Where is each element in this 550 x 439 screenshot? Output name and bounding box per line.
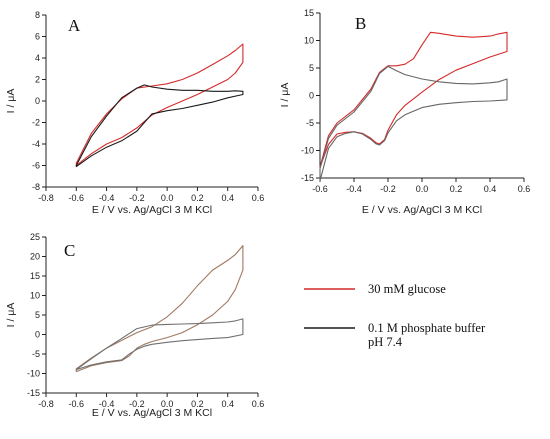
legend-label-buffer: 0.1 M phosphate buffer [368,321,486,335]
x-tick-label-c: -0.8 [38,399,54,409]
y-tick-label-b: -10 [301,146,314,156]
y-tick-label-a: 6 [35,32,40,42]
panel-letter-a: A [68,16,81,35]
y-tick-label-a: 4 [35,53,40,63]
y-tick-label-c: 10 [30,291,40,301]
x-tick-label-a: -0.2 [129,193,145,203]
y-tick-label-b: 0 [309,91,314,101]
x-tick-label-c: -0.4 [99,399,115,409]
y-tick-label-b: 15 [304,8,314,18]
series-line-c-0 [75,245,244,373]
x-tick-label-c: -0.2 [129,399,145,409]
x-tick-label-c: 0.0 [161,399,174,409]
x-tick-label-a: 0.4 [221,193,234,203]
y-tick-label-c: 25 [30,232,40,242]
panel-b: -0.6 -0.4 -0.2 0.0 0.2 0.4 0.6 -15 -10 -5 0 5 10 15 E … [279,8,530,216]
x-tick-label-b: -0.4 [346,184,362,194]
x-tick-label-c: -0.6 [69,399,85,409]
y-tick-label-c: -5 [32,349,40,359]
x-tick-label-b: -0.6 [312,184,328,194]
y-tick-label-c: 20 [30,252,40,262]
x-tick-label-c: 0.4 [221,399,234,409]
y-tick-label-c: 0 [35,330,40,340]
y-tick-label-c: -10 [27,369,40,379]
panel-letter-c: C [64,241,75,260]
x-tick-label-c: 0.2 [191,399,204,409]
y-tick-label-a: -6 [32,161,40,171]
x-axis-label-c: E / V vs. Ag/AgCl 3 M KCl [92,407,212,419]
x-tick-label-b: 0.6 [518,184,531,194]
y-tick-label-a: 8 [35,10,40,20]
y-tick-label-b: -5 [306,118,314,128]
x-tick-label-b: 0.2 [450,184,463,194]
y-axis-label-c: I / μA [5,303,17,328]
y-tick-label-a: 2 [35,75,40,85]
y-tick-label-a: -4 [32,139,40,149]
y-tick-label-a: 0 [35,96,40,106]
y-tick-label-b: -15 [301,173,314,183]
series-line-a-1 [75,84,244,168]
panel-c: -0.8 -0.6 -0.4 -0.2 0.0 0.2 0.4 0.6 -15 -10 -5 0 5 10… [5,232,264,419]
y-tick-label-b: 10 [304,36,314,46]
x-tick-label-a: 0.0 [161,193,174,203]
x-tick-label-a: -0.4 [99,193,115,203]
y-tick-label-c: -15 [27,388,40,398]
x-tick-label-a: -0.6 [69,193,85,203]
legend-label-buffer-ph: pH 7.4 [368,335,403,349]
panel-letter-b: B [355,14,366,33]
y-tick-label-c: 5 [35,310,40,320]
x-tick-label-c: 0.6 [252,399,265,409]
y-tick-label-a: -2 [32,118,40,128]
legend-label-glucose: 30 mM glucose [368,282,446,296]
x-axis-label-a: E / V vs. Ag/AgCl 3 M KCl [92,204,212,216]
y-tick-label-a: -8 [32,182,40,192]
x-tick-label-a: -0.8 [38,193,54,203]
series-line-c-1 [75,318,244,371]
y-axis-label-b: I / μA [279,83,291,108]
x-tick-label-a: 0.6 [252,193,265,203]
x-tick-label-b: 0.0 [416,184,429,194]
y-tick-label-b: 5 [309,63,314,73]
x-tick-label-b: 0.4 [484,184,497,194]
x-axis-label-b: E / V vs. Ag/AgCl 3 M KCl [362,204,482,216]
series-line-b-0 [319,31,508,168]
x-tick-label-b: -0.2 [380,184,396,194]
y-tick-label-c: 15 [30,271,40,281]
series-line-a-0 [75,43,244,167]
legend: 30 mM glucose 0.1 M phosphate buffer pH … [304,282,486,349]
x-tick-label-a: 0.2 [191,193,204,203]
panel-a: -0.8 -0.6 -0.4 -0.2 0.0 0.2 0.4 0.6 -8 -6 -4 -2 0 2 4 6… [5,10,264,216]
y-axis-label-a: I / μA [5,89,17,114]
series-line-b-1 [319,65,508,182]
